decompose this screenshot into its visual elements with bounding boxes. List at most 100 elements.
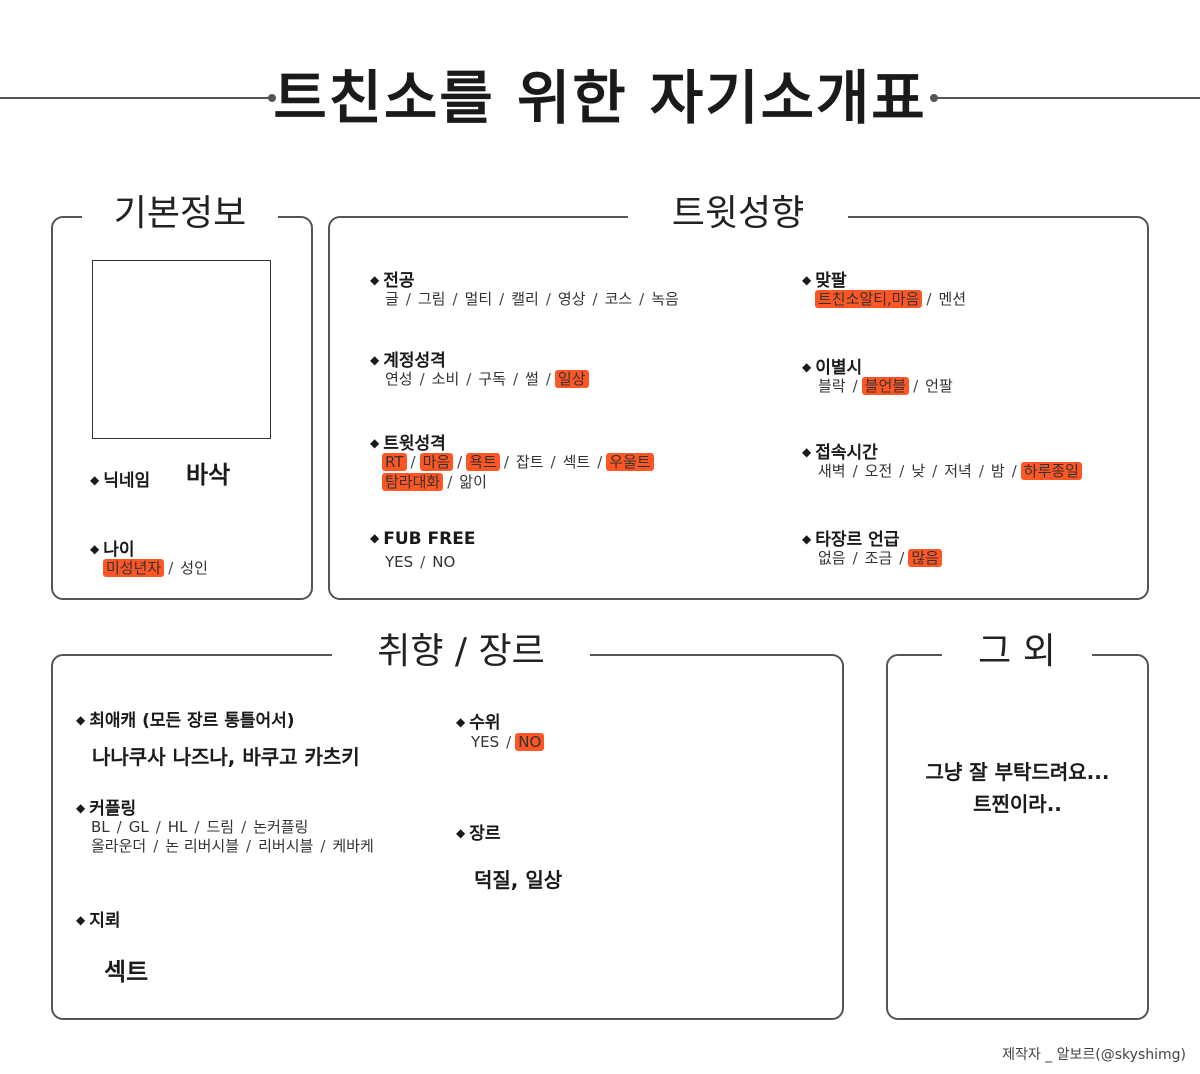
option-separator: / bbox=[545, 370, 551, 388]
option: 녹음 bbox=[651, 290, 679, 308]
option-separator: / bbox=[926, 290, 932, 308]
credit-text: 제작자 _ 알보르(@skyshimg) bbox=[1002, 1047, 1186, 1063]
landmine-value: 섹트 bbox=[104, 958, 149, 986]
option: 논커플링 bbox=[253, 818, 309, 836]
account-type-options: 연성 / 소비 / 구독 / 썰 / 일상 bbox=[385, 368, 589, 390]
option-separator: / bbox=[405, 290, 411, 308]
fub-free-options: YES / NO bbox=[385, 551, 455, 573]
option-separator: / bbox=[852, 462, 858, 480]
follow-label: ◆ 맞팔 bbox=[802, 271, 847, 291]
favorite-character-value: 나나쿠사 나즈나, 바쿠고 카츠키 bbox=[92, 745, 360, 769]
option: 저녁 bbox=[944, 462, 972, 480]
option-separator: / bbox=[246, 837, 252, 855]
option-selected: 트친소알티,마음 bbox=[815, 290, 923, 308]
option-separator: / bbox=[155, 818, 161, 836]
coupling-label: ◆ 커플링 bbox=[76, 799, 137, 819]
option-separator: / bbox=[420, 553, 426, 571]
tweet-style-heading: 트윗성향 bbox=[628, 192, 848, 236]
taste-genre-heading: 취향 / 장르 bbox=[332, 630, 590, 674]
taste-genre-box bbox=[51, 654, 844, 1020]
option: 앎이 bbox=[459, 473, 487, 491]
nickname-value: 바삭 bbox=[186, 461, 231, 489]
option: 논 리버시블 bbox=[165, 837, 240, 855]
nickname-label: ◆ 닉네임 bbox=[90, 471, 151, 491]
tweet-type-options-line2: 탐라대화 / 앎이 bbox=[382, 471, 487, 493]
option: 소비 bbox=[431, 370, 460, 388]
option-selected: 하루종일 bbox=[1020, 462, 1082, 480]
access-time-label: ◆ 접속시간 bbox=[802, 443, 878, 463]
option-separator: / bbox=[592, 290, 598, 308]
option: NO bbox=[432, 553, 456, 571]
etc-text-line1: 그냥 잘 부탁드려요... bbox=[925, 760, 1110, 784]
option: 멀티 bbox=[464, 290, 493, 308]
option-selected: 많음 bbox=[908, 549, 942, 567]
option-separator: / bbox=[512, 370, 519, 388]
title-dot-right bbox=[930, 94, 938, 102]
page-title: 트친소를 위한 자기소개표 bbox=[273, 64, 927, 132]
option-selected: 블언블 bbox=[861, 377, 910, 395]
option-separator: / bbox=[452, 290, 458, 308]
fub-free-label: ◆ FUB FREE bbox=[370, 529, 476, 549]
option-separator: / bbox=[506, 733, 512, 751]
title-line-left bbox=[0, 97, 270, 99]
option-separator: / bbox=[320, 837, 326, 855]
option-separator: / bbox=[419, 370, 425, 388]
etc-box bbox=[886, 654, 1149, 1020]
access-time-options: 새벽 / 오전 / 낮 / 저녁 / 밤 / 하루종일 bbox=[818, 460, 1082, 482]
option: 캘리 bbox=[511, 290, 539, 308]
option-separator: / bbox=[852, 377, 858, 395]
account-type-label: ◆ 계정성격 bbox=[370, 351, 446, 371]
option-separator: / bbox=[1011, 462, 1017, 480]
major-options: 글 / 그림 / 멀티 / 캘리 / 영상 / 코스 / 녹음 bbox=[385, 288, 679, 310]
option-separator: / bbox=[194, 818, 200, 836]
favorite-character-label: ◆ 최애캐 (모든 장르 통틀어서) bbox=[76, 711, 295, 731]
rating-label: ◆ 수위 bbox=[456, 713, 501, 733]
option-separator: / bbox=[410, 453, 416, 471]
option-separator: / bbox=[932, 462, 938, 480]
option: 드림 bbox=[206, 818, 235, 836]
option-separator: / bbox=[241, 818, 247, 836]
option: 코스 bbox=[604, 290, 633, 308]
option-separator: / bbox=[913, 377, 919, 395]
option-separator: / bbox=[899, 549, 905, 567]
major-label: ◆ 전공 bbox=[370, 271, 415, 291]
option: 케바케 bbox=[332, 837, 374, 855]
option: 언팔 bbox=[925, 377, 953, 395]
profile-photo-frame bbox=[92, 260, 271, 439]
option: GL bbox=[128, 818, 149, 836]
option: 블락 bbox=[818, 377, 846, 395]
option-selected: 탐라대화 bbox=[382, 473, 444, 491]
tweet-type-options-line1: RT / 마음 / 욕트 / 잡트 / 섹트 / 우울트 bbox=[382, 451, 654, 473]
option-selected: 마음 bbox=[419, 453, 454, 471]
option-separator: / bbox=[597, 453, 603, 471]
farewell-label: ◆ 이별시 bbox=[802, 358, 863, 378]
option: 없음 bbox=[818, 549, 846, 567]
option-separator: / bbox=[499, 290, 505, 308]
option-selected: 욕트 bbox=[466, 453, 500, 471]
option-selected: 미성년자 bbox=[103, 559, 165, 577]
option-separator: / bbox=[639, 290, 645, 308]
option: 멘션 bbox=[938, 290, 967, 308]
option: 새벽 bbox=[818, 462, 846, 480]
other-genre-options: 없음 / 조금 / 많음 bbox=[818, 547, 942, 569]
option: 구독 bbox=[478, 370, 506, 388]
option-separator: / bbox=[503, 453, 509, 471]
option: YES bbox=[471, 733, 500, 751]
option: 낮 bbox=[911, 462, 926, 480]
option: 영상 bbox=[557, 290, 586, 308]
option: 섹트 bbox=[562, 453, 591, 471]
etc-text-line2: 트찐이라.. bbox=[973, 792, 1062, 816]
option: 조금 bbox=[864, 549, 893, 567]
option: 성인 bbox=[180, 559, 208, 577]
option-separator: / bbox=[550, 453, 556, 471]
option: HL bbox=[167, 818, 188, 836]
option-separator: / bbox=[457, 453, 463, 471]
landmine-label: ◆ 지뢰 bbox=[76, 911, 121, 931]
option-selected: 우울트 bbox=[606, 453, 654, 471]
title-dot-left bbox=[268, 94, 276, 102]
option-separator: / bbox=[899, 462, 905, 480]
age-label: ◆ 나이 bbox=[90, 540, 135, 560]
option-separator: / bbox=[852, 549, 858, 567]
option: BL bbox=[91, 818, 110, 836]
coupling-options-line1: BL / GL / HL / 드림 / 논커플링 bbox=[91, 816, 308, 838]
